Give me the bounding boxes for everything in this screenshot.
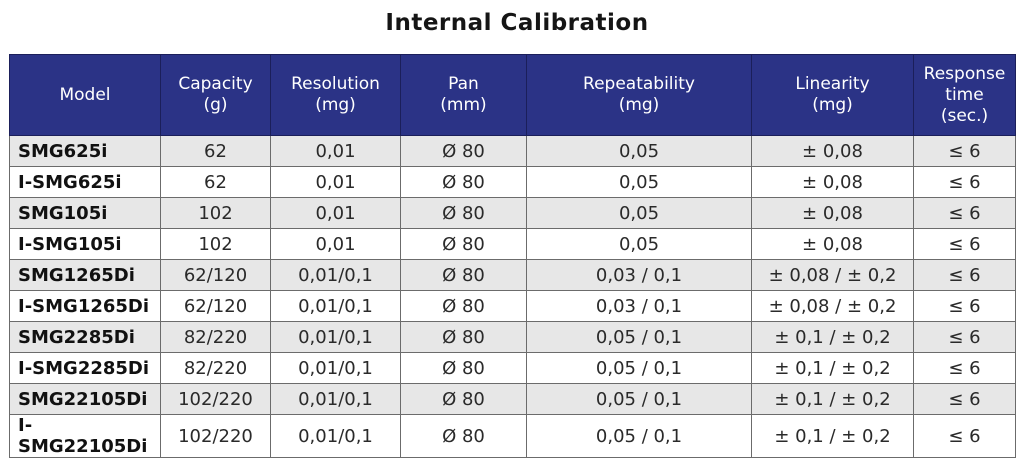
cell-capacity: 82/220 xyxy=(160,321,271,353)
cell-response: ≤ 6 xyxy=(913,259,1016,291)
cell-model: I-SMG22105Di xyxy=(9,414,161,458)
cell-model: SMG1265Di xyxy=(9,259,161,291)
cell-repeatability: 0,03 / 0,1 xyxy=(526,290,752,322)
cell-response: ≤ 6 xyxy=(913,383,1016,415)
cell-pan: Ø 80 xyxy=(400,352,527,384)
spec-table: Model Capacity (g) Resolution (mg) Pan (mm)… xyxy=(9,54,1016,458)
cell-resolution: 0,01/0,1 xyxy=(270,321,401,353)
cell-response: ≤ 6 xyxy=(913,166,1016,198)
table-row: I-SMG22105Di 102/220 0,01/0,1 Ø 80 0,05 / 0,… xyxy=(9,414,1016,458)
cell-pan: Ø 80 xyxy=(400,197,527,229)
cell-model: I-SMG2285Di xyxy=(9,352,161,384)
cell-response: ≤ 6 xyxy=(913,414,1016,458)
cell-pan: Ø 80 xyxy=(400,135,527,167)
cell-repeatability: 0,03 / 0,1 xyxy=(526,259,752,291)
header-capacity: Capacity (g) xyxy=(160,54,271,136)
cell-repeatability: 0,05 xyxy=(526,166,752,198)
cell-capacity: 62 xyxy=(160,135,271,167)
cell-model: I-SMG1265Di xyxy=(9,290,161,322)
page-title: Internal Calibration xyxy=(385,10,649,36)
cell-model: I-SMG105i xyxy=(9,228,161,260)
cell-linearity: ± 0,1 / ± 0,2 xyxy=(751,321,914,353)
table-row: I-SMG625i 62 0,01 Ø 80 0,05 ± 0,08 ≤ 6 xyxy=(9,166,1016,198)
cell-model: SMG105i xyxy=(9,197,161,229)
cell-response: ≤ 6 xyxy=(913,197,1016,229)
cell-repeatability: 0,05 xyxy=(526,197,752,229)
cell-resolution: 0,01 xyxy=(270,228,401,260)
header-response-time: Response time (sec.) xyxy=(913,54,1016,136)
cell-capacity: 82/220 xyxy=(160,352,271,384)
cell-pan: Ø 80 xyxy=(400,228,527,260)
header-pan: Pan (mm) xyxy=(400,54,527,136)
cell-capacity: 62/120 xyxy=(160,290,271,322)
cell-resolution: 0,01/0,1 xyxy=(270,259,401,291)
cell-resolution: 0,01/0,1 xyxy=(270,352,401,384)
cell-capacity: 62 xyxy=(160,166,271,198)
cell-repeatability: 0,05 / 0,1 xyxy=(526,383,752,415)
cell-capacity: 102/220 xyxy=(160,383,271,415)
table-row: SMG105i 102 0,01 Ø 80 0,05 ± 0,08 ≤ 6 xyxy=(9,197,1016,229)
table-row: SMG625i 62 0,01 Ø 80 0,05 ± 0,08 ≤ 6 xyxy=(9,135,1016,167)
cell-response: ≤ 6 xyxy=(913,228,1016,260)
cell-model: SMG2285Di xyxy=(9,321,161,353)
cell-linearity: ± 0,08 xyxy=(751,228,914,260)
table-row: SMG1265Di 62/120 0,01/0,1 Ø 80 0,03 / 0,1 ± 0… xyxy=(9,259,1016,291)
cell-response: ≤ 6 xyxy=(913,135,1016,167)
cell-capacity: 102/220 xyxy=(160,414,271,458)
cell-linearity: ± 0,1 / ± 0,2 xyxy=(751,352,914,384)
cell-resolution: 0,01/0,1 xyxy=(270,383,401,415)
cell-pan: Ø 80 xyxy=(400,321,527,353)
table-row: I-SMG105i 102 0,01 Ø 80 0,05 ± 0,08 ≤ 6 xyxy=(9,228,1016,260)
cell-repeatability: 0,05 / 0,1 xyxy=(526,321,752,353)
cell-resolution: 0,01 xyxy=(270,135,401,167)
cell-pan: Ø 80 xyxy=(400,383,527,415)
cell-resolution: 0,01/0,1 xyxy=(270,290,401,322)
cell-pan: Ø 80 xyxy=(400,414,527,458)
cell-pan: Ø 80 xyxy=(400,166,527,198)
cell-resolution: 0,01 xyxy=(270,197,401,229)
cell-response: ≤ 6 xyxy=(913,352,1016,384)
table-body: SMG625i 62 0,01 Ø 80 0,05 ± 0,08 ≤ 6 I-SMG625i 6… xyxy=(9,135,1016,458)
cell-repeatability: 0,05 xyxy=(526,228,752,260)
cell-model: SMG625i xyxy=(9,135,161,167)
cell-linearity: ± 0,1 / ± 0,2 xyxy=(751,383,914,415)
cell-linearity: ± 0,08 xyxy=(751,197,914,229)
cell-model: I-SMG625i xyxy=(9,166,161,198)
cell-capacity: 62/120 xyxy=(160,259,271,291)
cell-linearity: ± 0,1 / ± 0,2 xyxy=(751,414,914,458)
cell-pan: Ø 80 xyxy=(400,259,527,291)
cell-capacity: 102 xyxy=(160,197,271,229)
cell-resolution: 0,01/0,1 xyxy=(270,414,401,458)
table-row: I-SMG1265Di 62/120 0,01/0,1 Ø 80 0,03 / 0,1 ±… xyxy=(9,290,1016,322)
cell-linearity: ± 0,08 xyxy=(751,166,914,198)
cell-pan: Ø 80 xyxy=(400,290,527,322)
cell-repeatability: 0,05 xyxy=(526,135,752,167)
cell-model: SMG22105Di xyxy=(9,383,161,415)
table-header-row: Model Capacity (g) Resolution (mg) Pan (mm)… xyxy=(9,54,1016,136)
cell-capacity: 102 xyxy=(160,228,271,260)
cell-response: ≤ 6 xyxy=(913,321,1016,353)
cell-response: ≤ 6 xyxy=(913,290,1016,322)
cell-repeatability: 0,05 / 0,1 xyxy=(526,414,752,458)
table-row: SMG2285Di 82/220 0,01/0,1 Ø 80 0,05 / 0,1 ± 0… xyxy=(9,321,1016,353)
header-model: Model xyxy=(9,54,161,136)
cell-linearity: ± 0,08 / ± 0,2 xyxy=(751,259,914,291)
cell-repeatability: 0,05 / 0,1 xyxy=(526,352,752,384)
cell-linearity: ± 0,08 / ± 0,2 xyxy=(751,290,914,322)
cell-resolution: 0,01 xyxy=(270,166,401,198)
cell-linearity: ± 0,08 xyxy=(751,135,914,167)
table-row: SMG22105Di 102/220 0,01/0,1 Ø 80 0,05 / 0,1 ±… xyxy=(9,383,1016,415)
header-repeatability: Repeatability (mg) xyxy=(526,54,752,136)
header-resolution: Resolution (mg) xyxy=(270,54,401,136)
table-row: I-SMG2285Di 82/220 0,01/0,1 Ø 80 0,05 / 0,1 ±… xyxy=(9,352,1016,384)
header-linearity: Linearity (mg) xyxy=(751,54,914,136)
